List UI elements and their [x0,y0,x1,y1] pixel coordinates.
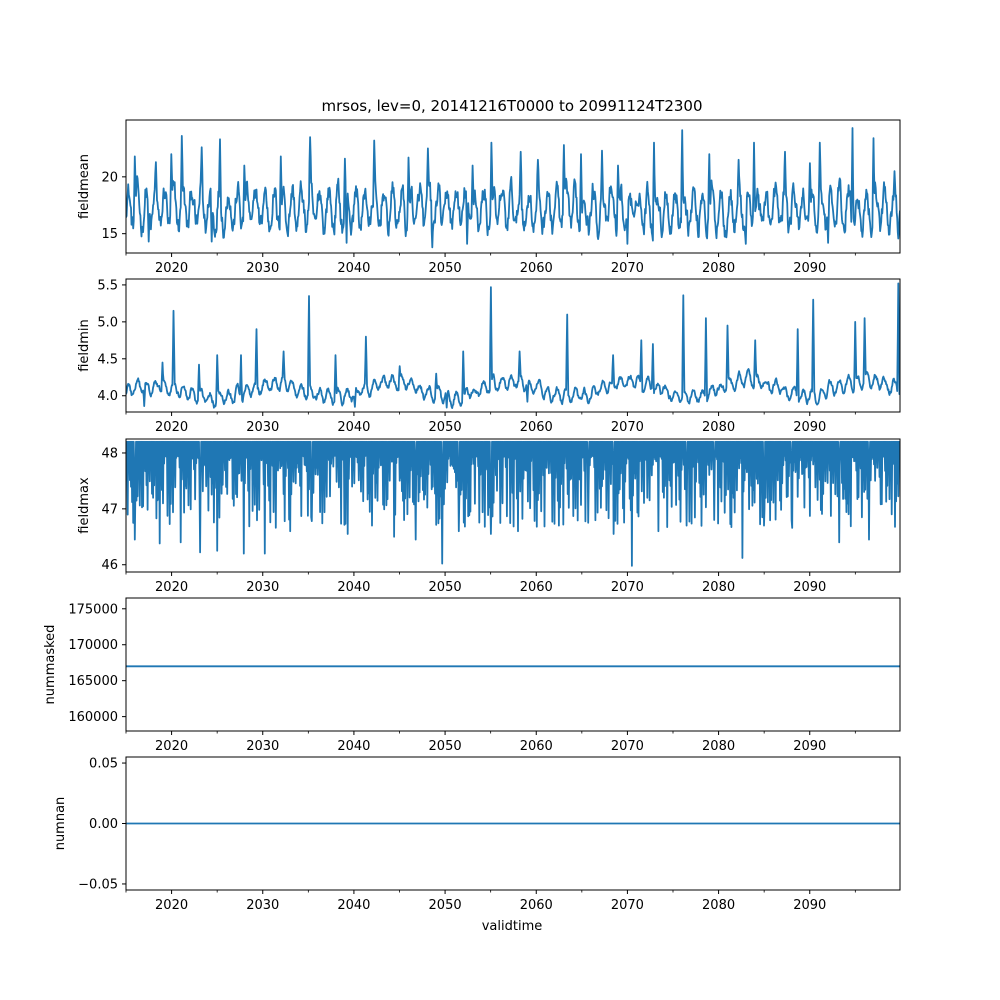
plot-frame-nummasked [125,597,901,732]
y-axis-label-fieldmin: fieldmin [77,319,92,372]
x-tick-label: 2070 [611,420,644,435]
x-tick-label: 2060 [520,420,553,435]
x-tick-label: 2080 [702,898,735,913]
x-tick-label: 2030 [246,261,279,276]
y-axis-label-fieldmean: fieldmean [77,154,92,219]
y-axis-label-numnan: numnan [53,797,68,851]
x-tick-label: 2030 [246,739,279,754]
series-line-fieldmin [126,282,900,409]
x-tick-label: 2070 [611,898,644,913]
x-tick-label: 2060 [520,261,553,276]
x-tick-label: 2040 [337,261,370,276]
x-tick-label: 2020 [155,420,188,435]
panel-numnan: −0.05 0.00 0.05 numnan 2020 2030 2040 2050 2060 2… [53,756,901,913]
x-tick-label: 2040 [337,420,370,435]
x-tick-label: 2050 [429,580,462,595]
y-tick-label: 5.5 [97,278,118,293]
y-tick-label: 20 [101,170,118,185]
y-tick-label: 0.05 [89,757,118,772]
series-line-fieldmax [126,440,900,567]
x-tick-label: 2050 [429,420,462,435]
x-tick-label: 2040 [337,739,370,754]
x-tick-label: 2020 [155,580,188,595]
y-tick-label: −0.05 [78,877,118,892]
y-tick-label: 165000 [68,674,118,689]
x-tick-label: 2080 [702,261,735,276]
y-tick-label: 4.0 [97,389,118,404]
y-axis-label-nummasked: nummasked [43,625,58,705]
x-tick-label: 2090 [793,898,826,913]
y-tick-label: 175000 [68,602,118,617]
series-line-fieldmean [126,127,900,249]
plot-frame-fieldmax [125,438,901,573]
x-tick-label: 2070 [611,739,644,754]
y-tick-label: 15 [101,227,118,242]
x-tick-label: 2080 [702,739,735,754]
x-tick-label: 2060 [520,580,553,595]
y-axis-label-fieldmax: fieldmax [77,477,92,534]
x-tick-label: 2050 [429,739,462,754]
x-tick-label: 2070 [611,580,644,595]
x-tick-label: 2090 [793,261,826,276]
x-tick-label: 2070 [611,261,644,276]
x-tick-label: 2030 [246,898,279,913]
y-tick-label: 4.5 [97,352,118,367]
y-tick-label: 46 [101,558,118,573]
y-tick-label: 170000 [68,638,118,653]
x-tick-label: 2040 [337,898,370,913]
y-tick-label: 5.0 [97,315,118,330]
plot-frame-fieldmean [125,119,901,254]
x-tick-label: 2020 [155,739,188,754]
x-tick-label: 2020 [155,261,188,276]
panel-fieldmax: 46 47 48 fieldmax 2020 2030 2040 2050 2060 2070 20… [77,438,901,595]
plot-frame-fieldmin [125,278,901,413]
panel-fieldmean: 15 20 fieldmean 2020 2030 2040 2050 2060 2070 208… [77,119,901,276]
x-tick-label: 2090 [793,580,826,595]
x-tick-label: 2060 [520,898,553,913]
x-tick-label: 2030 [246,420,279,435]
y-tick-label: 0.00 [89,817,118,832]
panel-nummasked: 160000 165000 170000 175000 nummasked 2020 203… [43,597,901,754]
x-tick-label: 2060 [520,739,553,754]
y-tick-label: 160000 [68,710,118,725]
x-tick-label: 2050 [429,261,462,276]
panel-fieldmin: 4.0 4.5 5.0 5.5 fieldmin 2020 2030 2040 2050 2060… [77,278,901,435]
chart-title: mrsos, lev=0, 20141216T0000 to 20991124T… [321,97,702,115]
x-tick-label: 2020 [155,898,188,913]
x-tick-label: 2080 [702,420,735,435]
x-tick-label: 2050 [429,898,462,913]
y-tick-label: 47 [101,502,118,517]
x-tick-label: 2090 [793,739,826,754]
x-axis-label: validtime [482,919,543,934]
x-tick-label: 2080 [702,580,735,595]
x-tick-label: 2040 [337,580,370,595]
x-tick-label: 2090 [793,420,826,435]
y-tick-label: 48 [101,446,118,461]
x-tick-label: 2030 [246,580,279,595]
